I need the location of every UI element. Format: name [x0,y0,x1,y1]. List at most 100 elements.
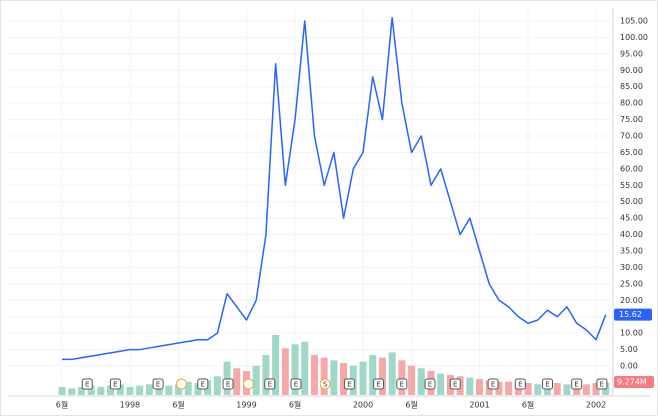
x-tick-label: 2000 [353,401,373,410]
last-volume-label: 9.274M [617,378,647,387]
y-tick-label: 100.00 [620,33,648,42]
event-marker [290,378,302,390]
volume-bar [68,388,76,395]
volume-bar [252,365,260,395]
y-tick-label: 40.00 [620,230,643,239]
volume-bar [388,352,396,395]
event-label: E [428,381,432,389]
volume-bar [466,377,474,395]
y-tick-label: 30.00 [620,263,643,272]
y-tick-label: 85.00 [620,82,643,91]
y-tick-label: 105.00 [620,17,648,26]
last-price-label: 15.62 [619,310,642,319]
x-tick-label: 6월 [56,400,68,410]
volume-bar [87,385,95,395]
event-marker [487,378,499,390]
event-label: E [400,381,404,389]
event-marker [373,378,385,390]
price-line [62,16,607,361]
event-marker [396,378,408,390]
volume-bar [272,335,280,395]
y-tick-label: 45.00 [620,214,643,223]
event-marker [81,378,93,390]
volume-bar [213,376,221,395]
y-tick-label: 75.00 [620,115,643,124]
event-label: E [226,381,230,389]
volume-bar [175,384,183,395]
x-tick-label: 6월 [289,400,301,410]
y-tick-label: 50.00 [620,197,643,206]
volume-bar [223,361,231,395]
y-tick-label: 20.00 [620,296,643,305]
event-label: E [600,381,604,389]
event-marker [242,378,254,390]
event-label: E [574,381,578,389]
event-marker [514,378,526,390]
event-marker [197,378,209,390]
volume-bar [582,384,590,395]
event-label: E [491,381,495,389]
event-marker [542,378,553,390]
event-label: E [201,381,205,389]
event-marker [175,378,187,390]
volume-bar [524,383,532,395]
event-label: E [453,381,457,389]
event-marker [343,378,355,390]
event-label: E [545,381,549,389]
volume-bar [340,363,348,395]
volume-bar [369,355,377,395]
event-marker [424,378,436,390]
volume-bar [136,385,144,395]
x-tick-label: 6월 [522,400,534,410]
x-tick-label: 1998 [120,401,140,410]
event-marker [449,378,461,390]
volume-bar [233,368,241,395]
event-marker [222,378,234,390]
volume-bar [194,383,202,395]
volume-bar [262,355,270,395]
event-label: E [376,381,380,389]
y-tick-label: 5.00 [620,345,638,354]
volume-bar [359,361,367,395]
event-marker [319,378,331,390]
volume-bar [505,381,513,395]
volume-bar [310,355,318,395]
y-tick-label: 25.00 [620,279,643,288]
volume-bar [145,384,153,395]
volume-bar [544,384,551,395]
event-marker [152,378,164,390]
event-label: E [156,381,160,389]
y-tick-label: 65.00 [620,148,643,157]
volume-bar [77,387,85,395]
volume-bar [330,360,338,395]
event-label: E [268,381,272,389]
x-tick-label: 6월 [172,400,184,410]
event-label: E [347,381,351,389]
y-tick-label: 0.00 [620,362,638,371]
volume-bar [573,385,581,395]
x-tick-label: 2001 [469,401,489,410]
volume-bar [320,357,328,395]
volume-bar [398,360,406,395]
volume-bar [417,368,425,395]
volume-bar [553,383,561,395]
volume-bar [184,381,192,395]
y-tick-label: 55.00 [620,181,643,190]
volume-bar [563,384,571,395]
volume-bar [495,381,503,395]
volume-bar [126,387,134,395]
event-label: S [323,381,328,389]
event-label: E [85,381,89,389]
volume-bar [534,384,542,395]
volume-bar [58,387,66,395]
event-label: E [518,381,522,389]
volume-bar [291,344,299,395]
volume-bar [408,365,416,395]
x-tick-label: 2002 [586,401,606,410]
y-tick-label: 35.00 [620,247,643,256]
volume-bar [165,385,173,395]
volume-bar [281,348,289,395]
event-marker [264,378,276,390]
